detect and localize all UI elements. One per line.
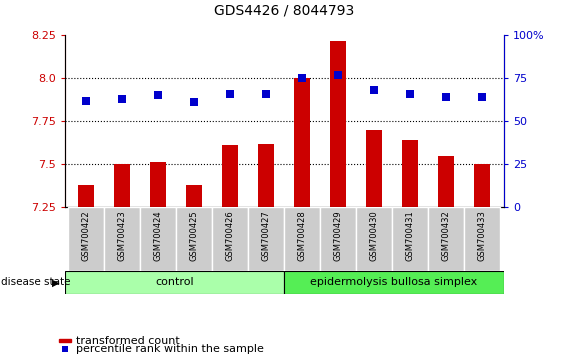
Bar xyxy=(402,140,418,207)
Bar xyxy=(222,145,238,207)
FancyBboxPatch shape xyxy=(320,207,356,271)
Bar xyxy=(114,164,131,207)
FancyBboxPatch shape xyxy=(356,207,392,271)
Bar xyxy=(78,185,95,207)
Text: GSM700425: GSM700425 xyxy=(190,210,199,261)
Text: GSM700431: GSM700431 xyxy=(406,210,415,261)
Bar xyxy=(294,78,310,207)
Point xyxy=(298,75,307,81)
Point xyxy=(190,99,199,105)
FancyBboxPatch shape xyxy=(140,207,176,271)
FancyBboxPatch shape xyxy=(212,207,248,271)
FancyBboxPatch shape xyxy=(464,207,501,271)
Bar xyxy=(474,164,490,207)
Bar xyxy=(186,185,203,207)
Point xyxy=(334,72,343,78)
Bar xyxy=(59,338,72,343)
Text: GSM700424: GSM700424 xyxy=(154,210,163,261)
Point xyxy=(405,297,414,303)
Point xyxy=(406,91,415,97)
Point xyxy=(442,95,451,100)
Text: GSM700430: GSM700430 xyxy=(370,210,379,261)
Text: GSM700433: GSM700433 xyxy=(478,210,487,261)
FancyBboxPatch shape xyxy=(68,207,104,271)
Text: GSM700429: GSM700429 xyxy=(334,210,343,261)
Point xyxy=(226,91,235,97)
FancyBboxPatch shape xyxy=(248,207,284,271)
Text: disease state: disease state xyxy=(1,277,70,287)
Text: GSM700422: GSM700422 xyxy=(82,210,91,261)
Text: GSM700427: GSM700427 xyxy=(262,210,271,261)
Bar xyxy=(150,162,167,207)
FancyBboxPatch shape xyxy=(284,271,504,294)
Text: GSM700426: GSM700426 xyxy=(226,210,235,261)
Text: GDS4426 / 8044793: GDS4426 / 8044793 xyxy=(214,4,355,18)
Bar xyxy=(366,130,382,207)
Text: GSM700432: GSM700432 xyxy=(442,210,451,261)
FancyBboxPatch shape xyxy=(176,207,212,271)
FancyBboxPatch shape xyxy=(392,207,428,271)
FancyBboxPatch shape xyxy=(284,207,320,271)
Text: epidermolysis bullosa simplex: epidermolysis bullosa simplex xyxy=(310,277,478,287)
Text: GSM700423: GSM700423 xyxy=(118,210,127,261)
Text: control: control xyxy=(155,277,194,287)
FancyBboxPatch shape xyxy=(104,207,140,271)
Bar xyxy=(438,155,454,207)
Text: GSM700428: GSM700428 xyxy=(298,210,307,261)
Point xyxy=(478,95,487,100)
Point xyxy=(82,98,91,103)
Bar xyxy=(330,41,346,207)
Point xyxy=(262,91,271,97)
Bar xyxy=(258,144,274,207)
Point xyxy=(154,93,163,98)
Text: ▶: ▶ xyxy=(52,277,59,287)
Point xyxy=(118,96,127,102)
Point xyxy=(370,87,379,93)
FancyBboxPatch shape xyxy=(428,207,464,271)
Text: transformed count: transformed count xyxy=(77,336,180,346)
Text: percentile rank within the sample: percentile rank within the sample xyxy=(77,344,264,354)
FancyBboxPatch shape xyxy=(65,271,284,294)
